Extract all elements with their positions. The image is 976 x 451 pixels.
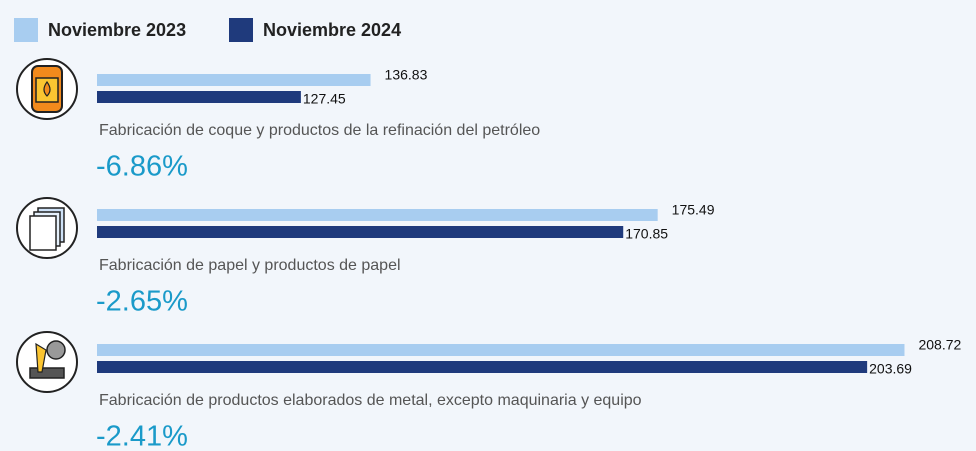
value-label: 136.83 [385, 67, 428, 83]
legend-label: Noviembre 2023 [48, 20, 186, 40]
value-label: 127.45 [303, 91, 346, 107]
icon-paper [16, 197, 78, 259]
category-label: Fabricación de coque y productos de la r… [99, 122, 540, 139]
bar [97, 361, 868, 373]
change-label: -2.41% [96, 421, 188, 451]
legend-swatch [14, 18, 38, 42]
bar [97, 74, 371, 86]
value-label: 175.49 [672, 202, 715, 218]
change-label: -2.65% [96, 286, 188, 318]
value-label: 170.85 [625, 226, 668, 242]
bar [97, 209, 658, 221]
icon-metal [16, 331, 78, 393]
bar [97, 91, 301, 103]
legend-swatch [229, 18, 253, 42]
bar [97, 226, 624, 238]
value-label: 203.69 [869, 361, 912, 377]
legend-label: Noviembre 2024 [263, 20, 401, 40]
category-label: Fabricación de productos elaborados de m… [99, 392, 642, 409]
bar [97, 344, 905, 356]
category-label: Fabricación de papel y productos de pape… [99, 257, 401, 274]
change-label: -6.86% [96, 151, 188, 183]
value-label: 208.72 [918, 337, 961, 353]
icon-gas [16, 58, 78, 120]
